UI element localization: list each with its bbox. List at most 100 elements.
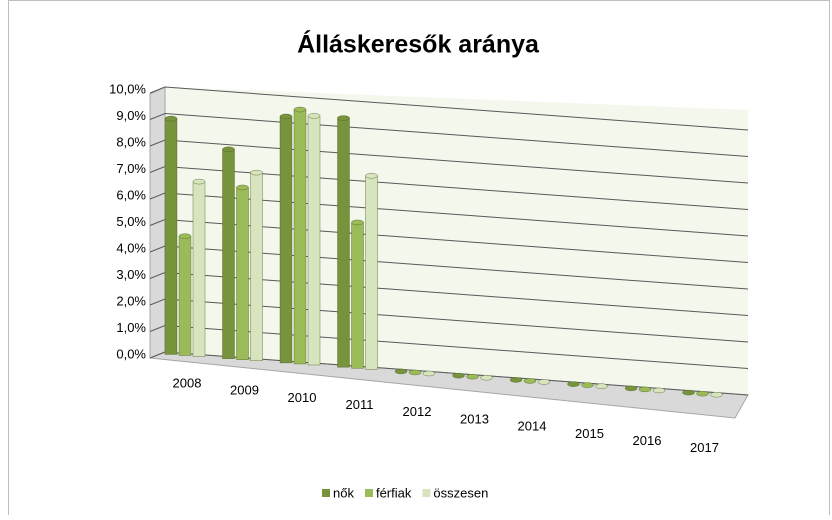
bar-top [178,233,192,239]
bar-top [523,378,537,384]
y-tick-label: 2,0% [116,293,146,308]
bar [638,386,652,393]
bar-body [337,117,350,368]
y-tick-label: 4,0% [116,240,146,255]
y-tick-label: 0,0% [116,346,146,361]
bar-top [466,373,479,380]
bar [236,184,249,360]
bar [480,375,493,381]
bar-body [178,236,192,356]
bar-top [682,389,695,396]
grid-line [149,112,749,157]
bar-top [293,106,307,113]
y-tick-label: 8,0% [116,134,146,149]
grid-line [149,86,749,131]
bar [394,368,408,375]
x-tick-label: 2011 [346,397,374,412]
bar-top [337,115,350,121]
bar [351,219,364,369]
bar-top [696,390,709,397]
bar [537,379,551,385]
bar-body [236,187,249,360]
bar-body [222,149,235,359]
bar-body [192,181,206,357]
bar-top [250,169,263,176]
bar-body [351,222,364,369]
bar-top [537,379,551,385]
legend-swatch [322,489,330,497]
y-tick-label: 3,0% [116,267,146,282]
x-tick-label: 2014 [518,419,547,434]
bar [222,146,235,359]
bar-top [394,368,408,375]
bar-top [581,382,594,388]
bar-top [279,113,293,120]
bar [452,372,465,379]
bar [567,381,580,387]
bar [279,113,293,364]
bar-top [236,184,249,191]
bar [466,373,479,380]
chart-title: Álláskeresők aránya [297,30,540,59]
bar [710,391,723,398]
bar-body [164,118,178,355]
bar-body [293,109,307,365]
bar [293,106,307,365]
bar [337,115,350,368]
bar-top [408,369,422,376]
bar [164,115,178,355]
x-tick-label: 2010 [288,390,317,405]
bar [624,385,638,392]
bar-top [222,146,235,153]
bar [696,390,709,397]
y-tick-label: 9,0% [116,108,146,123]
bar [408,369,422,376]
bar-top [509,377,523,383]
y-tick-label: 6,0% [116,187,146,202]
bar-top [567,381,580,387]
x-tick-label: 2009 [230,383,259,398]
bar [178,233,192,356]
bar [581,382,594,388]
bar-top [710,391,723,398]
bar-top [624,385,638,392]
bar-top [638,386,652,393]
bar-top [164,115,178,122]
bar-top [351,219,364,226]
bar-top [595,383,608,389]
bar-body [279,116,293,364]
bar-top [365,173,378,179]
bar [365,173,378,370]
legend-label: férfiak [376,485,412,500]
y-tick-label: 10,0% [109,81,146,96]
x-tick-label: 2012 [403,404,432,419]
bar [523,378,537,384]
x-tick-label: 2008 [173,375,202,390]
bar-top [480,375,493,381]
bar-body [250,172,263,361]
bar-top [192,178,206,185]
bar [509,377,523,383]
x-tick-label: 2017 [690,440,719,455]
bar-body [365,175,378,370]
y-tick-label: 5,0% [116,214,146,229]
bar [595,383,608,389]
legend-swatch [422,489,431,497]
x-tick-label: 2013 [460,411,489,426]
bar [250,169,263,361]
legend-swatch [364,489,373,497]
bar [307,113,321,366]
bar-body [307,115,321,366]
bar-top [452,372,465,379]
bar-top [422,370,436,377]
y-tick-label: 1,0% [116,320,146,335]
bar-top [652,387,666,394]
y-tick-label: 7,0% [116,161,146,176]
bar-top [307,113,321,119]
legend-label: összesen [433,485,488,500]
x-tick-label: 2016 [633,433,662,448]
bar [192,178,206,357]
legend-label: nők [333,485,354,500]
x-tick-label: 2015 [575,426,604,441]
